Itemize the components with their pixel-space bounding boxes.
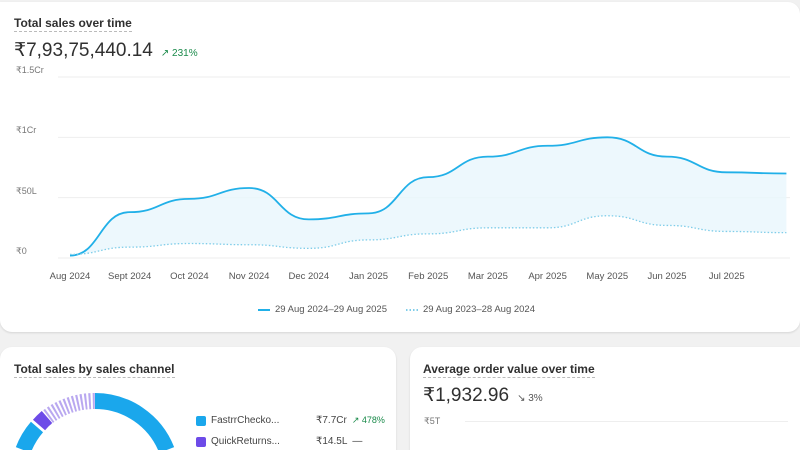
series-current-line[interactable] [69, 136, 787, 257]
channel-value: ₹7.7Cr [316, 415, 347, 426]
sales-line-chart[interactable] [0, 2, 800, 302]
y-tick-label: ₹1Cr [16, 125, 37, 136]
sales-over-time-card: Total sales over time ₹7,93,75,440.14 ↗ … [0, 2, 800, 332]
card-title[interactable]: Total sales by sales channel [14, 362, 175, 378]
legend-label: 29 Aug 2024–29 Aug 2025 [275, 304, 388, 315]
x-tick-label: Apr 2025 [528, 271, 567, 282]
x-tick-label: Jan 2025 [348, 271, 389, 282]
card-title[interactable]: Total sales over time [14, 16, 132, 32]
y-tick-label: ₹0 [16, 246, 27, 256]
legend-item[interactable]: FastrrCheckо... ₹7.7Cr ↗ 478% [196, 415, 385, 426]
donut-segment-others[interactable] [39, 392, 96, 426]
x-tick-label: Nov 2024 [228, 271, 270, 282]
donut-segment-quickreturns[interactable] [32, 410, 53, 431]
sales-by-channel-card: Total sales by sales channel FastrrCheck… [0, 347, 396, 450]
channel-value: ₹14.5L [316, 436, 348, 447]
x-tick-label: Jul 2025 [708, 271, 745, 282]
change-badge: ↗ 231% [161, 48, 198, 59]
x-tick-label: May 2025 [586, 271, 629, 282]
change-badge: ↘ 3% [517, 393, 543, 404]
legend-label: 29 Aug 2023–28 Aug 2024 [423, 304, 536, 315]
total-sales-value: ₹7,93,75,440.14 [14, 40, 153, 61]
arrow-down-right-icon: ↘ [517, 393, 526, 404]
series-previous-line[interactable] [69, 215, 787, 256]
x-tick-label: Dec 2024 [288, 271, 330, 282]
gridline [465, 421, 788, 422]
x-tick-label: Sept 2024 [108, 271, 152, 282]
channel-label: QuickReturns... [211, 436, 280, 447]
swatch [196, 436, 206, 447]
area-fill [70, 137, 787, 256]
headline: ₹1,932.96 ↘ 3% [423, 384, 543, 407]
channel-change: ↗ 478% [351, 415, 385, 425]
headline: ₹7,93,75,440.14 ↗ 231% [14, 39, 198, 62]
y-tick: ₹5T [424, 416, 441, 426]
change-value: 231% [172, 48, 198, 59]
y-tick-label: ₹1.5Cr [16, 65, 44, 75]
legend-item[interactable]: QuickReturns... ₹14.5L — [196, 436, 362, 447]
donut-segment-fastrr[interactable] [15, 421, 44, 450]
x-tick-label: Oct 2024 [170, 271, 209, 282]
x-tick-label: Aug 2024 [49, 271, 91, 282]
change-value: 3% [528, 393, 543, 404]
donut-chart[interactable] [0, 347, 190, 450]
legend-current[interactable]: 29 Aug 2024–29 Aug 2025 [258, 304, 387, 315]
x-tick-label: Jun 2025 [647, 271, 687, 282]
channel-change: — [352, 436, 363, 447]
aov-value: ₹1,932.96 [423, 385, 510, 406]
aov-card: Average order value over time ₹1,932.96 … [410, 347, 800, 450]
legend-previous[interactable]: 29 Aug 2023–28 Aug 2024 [406, 304, 535, 315]
swatch [196, 415, 206, 426]
y-tick-label: ₹50L [16, 185, 37, 196]
channel-label: FastrrCheckо... [211, 415, 280, 426]
arrow-up-right-icon: ↗ [160, 48, 170, 59]
x-tick-label: Feb 2025 [408, 271, 449, 282]
x-tick-label: Mar 2025 [467, 271, 508, 282]
donut-segment-fastrr[interactable] [94, 393, 175, 450]
card-title[interactable]: Average order value over time [423, 362, 595, 378]
